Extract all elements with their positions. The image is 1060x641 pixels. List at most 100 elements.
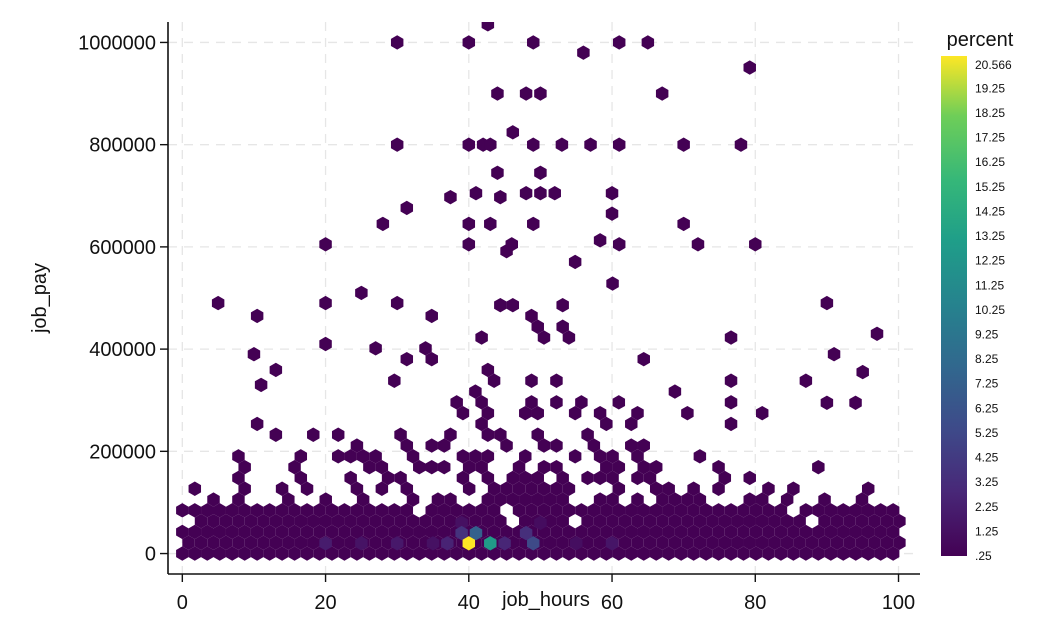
hex-cell	[724, 373, 738, 388]
colorbar-label: 1.25	[975, 524, 999, 538]
hex-cell	[238, 524, 251, 540]
hex-cell-outlier	[247, 347, 261, 362]
hex-cell	[344, 470, 357, 486]
hex-cell	[275, 503, 289, 518]
hex-cell	[307, 513, 320, 529]
hex-cell	[600, 503, 613, 518]
hex-cell	[331, 513, 345, 529]
hex-cell	[232, 535, 245, 550]
hex-cell	[300, 546, 314, 561]
x-tick-label: 80	[744, 592, 766, 614]
hex-cell	[525, 481, 538, 496]
hex-cell	[868, 513, 881, 529]
hex-cell	[331, 535, 345, 550]
hex-cell	[537, 459, 551, 475]
hex-cell	[425, 524, 438, 540]
colorbar-label: 17.25	[975, 131, 1005, 145]
hex-cell	[587, 546, 601, 561]
hex-cell-outlier	[462, 35, 476, 50]
hex-cell	[269, 427, 283, 442]
hex-cell	[400, 200, 414, 216]
hex-cell	[693, 535, 707, 550]
hex-cell	[494, 513, 507, 529]
hex-cell	[581, 513, 594, 529]
hex-cell	[319, 513, 332, 529]
hex-cell	[880, 535, 894, 550]
hex-cell-highlight	[527, 536, 540, 551]
hex-cell	[400, 503, 414, 518]
hex-cell	[400, 438, 414, 453]
hex-cell	[762, 524, 775, 540]
hex-cell	[313, 546, 326, 561]
hex-cell	[581, 427, 594, 442]
hex-cell-outlier	[390, 295, 404, 311]
hex-cell	[313, 524, 326, 540]
hex-cell-outlier	[462, 137, 476, 152]
hex-cell	[437, 438, 451, 453]
hex-cell	[556, 513, 569, 529]
hex-cell	[519, 449, 532, 464]
hex-cell	[787, 546, 800, 561]
hex-cell	[812, 459, 825, 475]
hex-cell	[232, 449, 245, 464]
hex-cell-outlier	[691, 237, 705, 252]
hex-cell	[631, 535, 644, 550]
hex-cell	[550, 373, 563, 388]
hex-cell	[662, 546, 675, 561]
hex-cell-outlier	[469, 186, 483, 201]
hex-cell	[699, 546, 713, 561]
hex-cell	[456, 470, 470, 486]
hex-cell	[481, 449, 495, 464]
hex-cell	[288, 503, 301, 518]
hex-cell	[369, 535, 382, 550]
hex-cell	[469, 384, 482, 399]
hex-cell	[849, 524, 862, 540]
colorbar-label: 9.25	[975, 327, 999, 341]
hex-cell	[681, 535, 694, 550]
hex-cell	[693, 492, 707, 507]
hex-cell	[519, 405, 532, 421]
hex-cell	[643, 470, 657, 486]
hex-cell	[400, 351, 414, 367]
hex-cell	[294, 470, 308, 486]
hex-cell	[593, 513, 607, 529]
hex-cell	[556, 297, 569, 313]
x-tick-label: 100	[882, 592, 915, 614]
hex-cell	[593, 535, 607, 550]
hex-cell	[269, 513, 283, 529]
hex-cell-highlight	[319, 536, 332, 551]
hex-cell	[612, 546, 626, 561]
hex-cell	[793, 513, 806, 529]
colorbar-label: 5.25	[975, 426, 999, 440]
hex-cell	[674, 503, 688, 518]
hex-cell	[612, 459, 626, 475]
hex-cell	[693, 449, 707, 464]
hex-cell	[525, 373, 538, 388]
hex-cell	[375, 546, 389, 561]
hex-cell	[724, 524, 738, 540]
hex-cell	[612, 395, 626, 410]
hex-cell	[861, 503, 875, 518]
hex-cell	[481, 362, 495, 378]
hex-cell	[743, 535, 756, 550]
hex-cell	[587, 503, 601, 518]
hex-cell-outlier	[677, 137, 690, 152]
hex-cell	[774, 546, 788, 561]
hex-cell	[743, 513, 756, 529]
hex-cell	[307, 535, 320, 550]
hex-cell	[394, 513, 407, 529]
hex-cell	[562, 546, 576, 561]
hex-cell	[662, 481, 675, 496]
hex-cell	[400, 481, 414, 496]
hex-cell	[656, 535, 669, 550]
hex-cell	[375, 503, 389, 518]
x-tick-label: 60	[601, 592, 623, 614]
hex-cell	[818, 535, 831, 550]
hex-cell	[319, 492, 332, 507]
hex-cell-outlier	[655, 86, 669, 101]
hex-cell	[668, 492, 682, 507]
hex-cell	[500, 481, 513, 496]
hex-cell	[600, 546, 613, 561]
hex-cell	[550, 395, 563, 410]
hex-cell-outlier	[827, 347, 841, 362]
